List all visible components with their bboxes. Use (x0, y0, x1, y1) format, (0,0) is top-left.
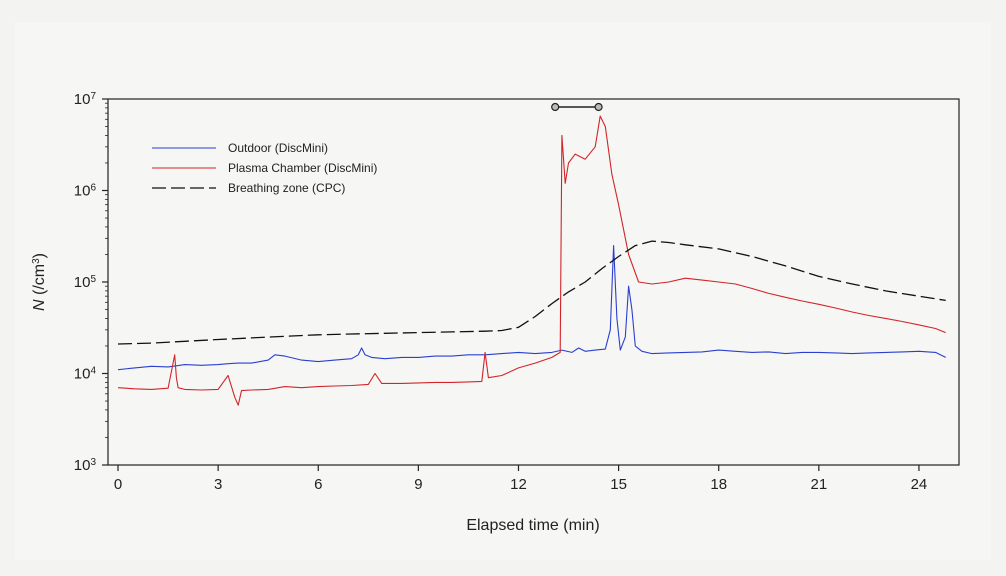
x-tick-label: 0 (114, 476, 122, 493)
range-marker-end (595, 104, 602, 111)
x-tick-label: 15 (610, 476, 627, 493)
range-marker-start (552, 104, 559, 111)
x-tick-label: 18 (710, 476, 727, 493)
x-tick-label: 24 (911, 476, 928, 493)
legend-label-1: Outdoor (DiscMini) (228, 141, 328, 155)
x-tick-label: 9 (414, 476, 422, 493)
legend-label-3: Breathing zone (CPC) (228, 181, 345, 195)
legend-label-2: Plasma Chamber (DiscMini) (228, 161, 377, 175)
x-axis-title: Elapsed time (min) (466, 517, 599, 534)
x-tick-label: 12 (510, 476, 527, 493)
x-tick-label: 6 (314, 476, 322, 493)
x-tick-label: 21 (810, 476, 827, 493)
x-tick-label: 3 (214, 476, 222, 493)
chart-background (15, 22, 991, 560)
